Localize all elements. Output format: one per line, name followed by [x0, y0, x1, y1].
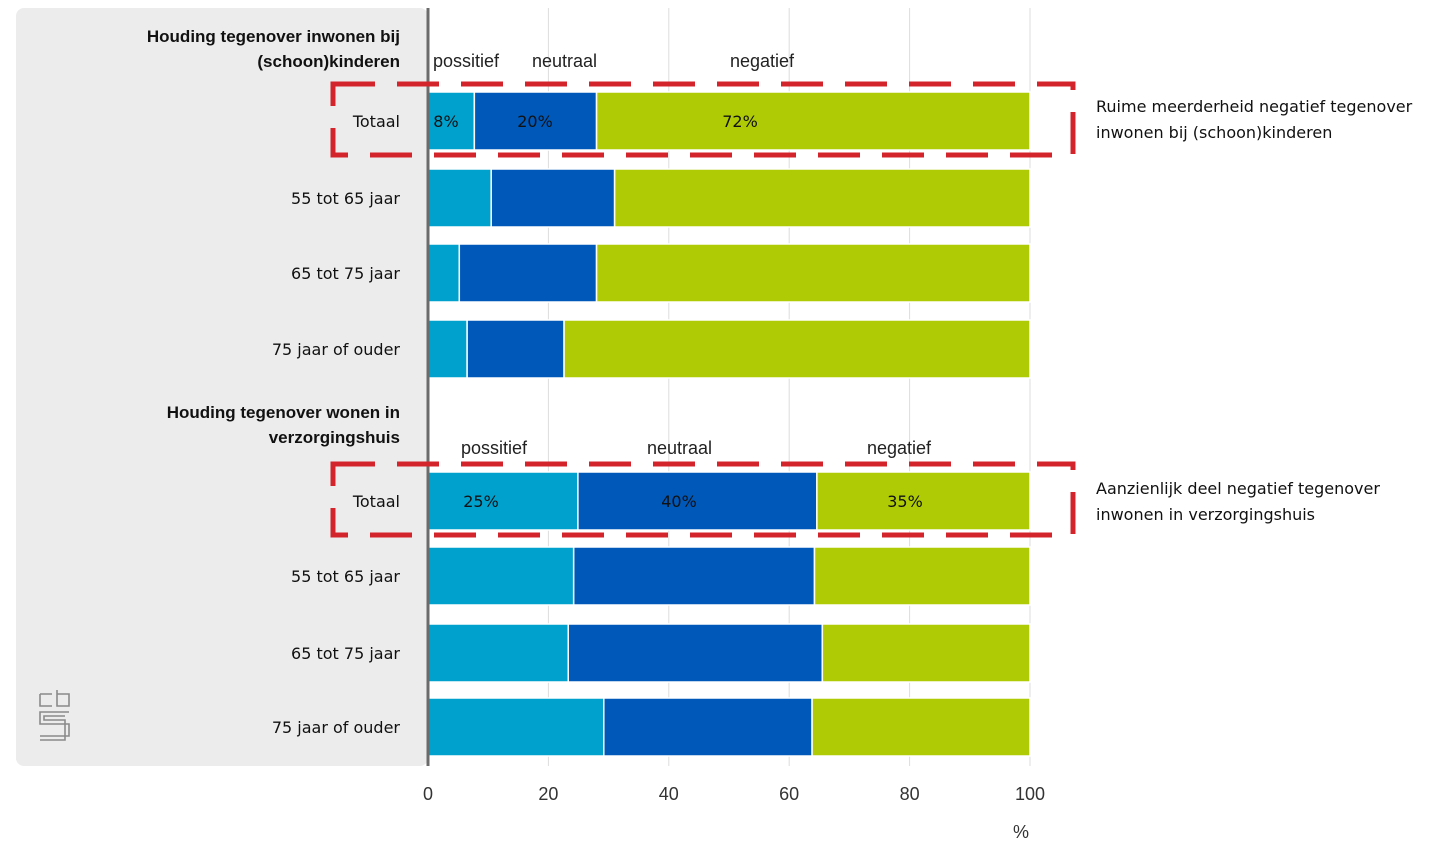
- group1-legend-negatief: negatief: [730, 51, 795, 71]
- group1-title-line1: Houding tegenover inwonen bij: [147, 27, 400, 46]
- group2-legend-possitief: possitief: [461, 438, 528, 458]
- cbs-logo-icon: [39, 690, 70, 741]
- bar-neutraal: [577, 471, 818, 531]
- bar-possitief: [427, 697, 605, 757]
- label-panel-background: [16, 8, 428, 766]
- x-tick-label: 100: [1015, 784, 1045, 804]
- category-label: Totaal: [352, 492, 400, 511]
- bar-neutraal: [473, 91, 598, 151]
- category-label: 65 tot 75 jaar: [291, 644, 400, 663]
- data-label: 25%: [463, 492, 499, 511]
- bar-possitief: [427, 546, 575, 606]
- x-tick-label: 20: [538, 784, 558, 804]
- annotation-group1-line2: inwonen bij (schoon)kinderen: [1096, 123, 1332, 142]
- x-tick-labels: 0 20 40 60 80 100: [423, 784, 1045, 804]
- x-tick-label: 80: [900, 784, 920, 804]
- data-label: 72%: [722, 112, 758, 131]
- annotation-group2-line2: inwonen in verzorgingshuis: [1096, 505, 1315, 524]
- bar-possitief: [427, 168, 492, 228]
- bar-negatief: [595, 91, 1031, 151]
- bar-negatief: [813, 546, 1031, 606]
- data-label: 8%: [433, 112, 458, 131]
- bar-possitief: [427, 319, 468, 379]
- bar-negatief: [595, 243, 1031, 303]
- group2-title-line1: Houding tegenover wonen in: [167, 403, 400, 422]
- annotation-group2-line1: Aanzienlijk deel negatief tegenover: [1096, 479, 1380, 498]
- data-label: 35%: [887, 492, 923, 511]
- bars: [427, 91, 1031, 757]
- x-tick-label: 40: [659, 784, 679, 804]
- bar-possitief: [427, 471, 579, 531]
- highlight-box-group2: [330, 461, 1076, 538]
- bar-neutraal: [567, 623, 824, 683]
- highlight-box-group1: [330, 81, 1076, 158]
- x-axis-unit-label: %: [1013, 822, 1029, 842]
- bar-negatief: [816, 471, 1031, 531]
- x-tick-label: 0: [423, 784, 433, 804]
- data-label: 20%: [517, 112, 553, 131]
- group1-title-line2: (schoon)kinderen: [257, 52, 400, 71]
- bar-neutraal: [603, 697, 813, 757]
- category-label: 55 tot 65 jaar: [291, 567, 400, 586]
- group1-legend-possitief: possitief: [433, 51, 500, 71]
- category-label: 55 tot 65 jaar: [291, 189, 400, 208]
- bar-negatief: [563, 319, 1031, 379]
- category-label: Totaal: [352, 112, 400, 131]
- category-labels: Totaal 55 tot 65 jaar 65 tot 75 jaar 75 jaa…: [272, 112, 401, 737]
- group2-legend-neutraal: neutraal: [647, 438, 712, 458]
- bar-negatief: [811, 697, 1031, 757]
- x-tick-label: 60: [779, 784, 799, 804]
- bar-neutraal: [466, 319, 565, 379]
- group2-legend-negatief: negatief: [867, 438, 932, 458]
- bar-neutraal: [572, 546, 816, 606]
- annotation-group1-line1: Ruime meerderheid negatief tegenover: [1096, 97, 1413, 116]
- bar-neutraal: [490, 168, 616, 228]
- category-label: 75 jaar of ouder: [272, 340, 401, 359]
- data-label: 40%: [661, 492, 697, 511]
- category-label: 75 jaar of ouder: [272, 718, 401, 737]
- group1-legend-neutraal: neutraal: [532, 51, 597, 71]
- bar-possitief: [427, 623, 570, 683]
- bar-neutraal: [458, 243, 598, 303]
- bar-negatief: [613, 168, 1031, 228]
- bar-possitief: [427, 243, 461, 303]
- category-label: 65 tot 75 jaar: [291, 264, 400, 283]
- data-labels: 8% 20% 72% 25% 40% 35%: [433, 112, 922, 511]
- group2-title-line2: verzorgingshuis: [269, 428, 400, 447]
- bar-negatief: [821, 623, 1031, 683]
